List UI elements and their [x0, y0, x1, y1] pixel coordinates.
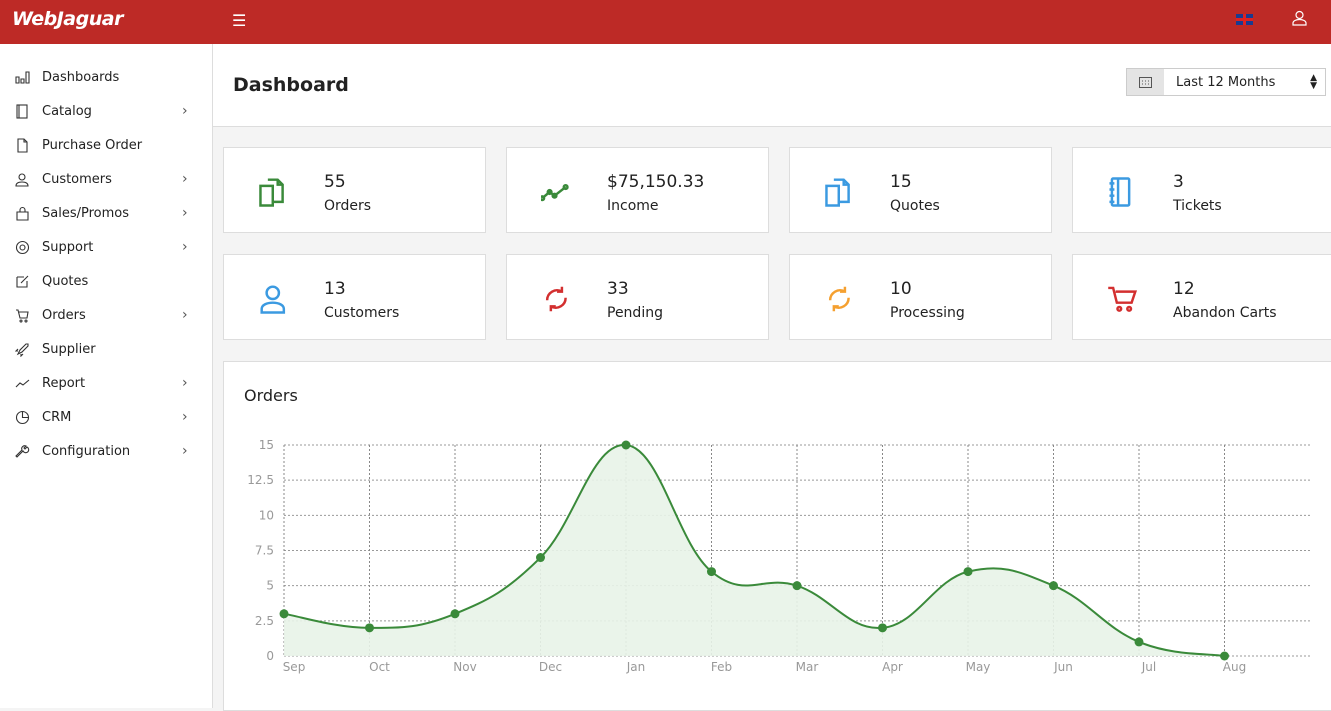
select-arrows-icon: ▲ ▼: [1310, 73, 1317, 91]
stat-card-abandon-carts[interactable]: 12 Abandon Carts: [1072, 254, 1331, 340]
orders-chart-panel: Orders: [223, 361, 1331, 711]
chevron-right-icon: ›: [182, 205, 188, 221]
bag-icon: [16, 206, 29, 221]
sidebar-item-sales-promos[interactable]: Sales/Promos ›: [0, 196, 212, 230]
abandon-cart-icon: [1108, 286, 1138, 312]
title-bar: Dashboard Last 12 Months ▲ ▼: [213, 44, 1331, 127]
stat-card-orders[interactable]: 55 Orders: [223, 147, 486, 233]
sidebar-item-label: Catalog: [42, 103, 92, 119]
uk-flag-icon[interactable]: [1236, 14, 1253, 25]
pie-icon: [15, 410, 30, 424]
stat-value: $75,150.33: [607, 172, 705, 192]
stat-card-income[interactable]: $75,150.33 Income: [506, 147, 769, 233]
trend-icon: [541, 184, 569, 202]
stat-value: 12: [1173, 279, 1195, 299]
chart-title: Orders: [244, 386, 298, 405]
sidebar-item-catalog[interactable]: Catalog ›: [0, 94, 212, 128]
notebook-icon: [1109, 177, 1131, 207]
sidebar-item-label: Support: [42, 239, 94, 255]
sidebar-item-customers[interactable]: Customers ›: [0, 162, 212, 196]
stat-value: 55: [324, 172, 346, 192]
user-icon[interactable]: [1292, 10, 1307, 30]
sidebar-item-crm[interactable]: CRM ›: [0, 400, 212, 434]
line-chart-icon: [15, 379, 30, 387]
sidebar-item-orders[interactable]: Orders ›: [0, 298, 212, 332]
sidebar-item-label: Customers: [42, 171, 112, 187]
stat-label: Pending: [607, 305, 663, 321]
date-range-select[interactable]: Last 12 Months ▲ ▼: [1126, 68, 1326, 96]
chevron-right-icon: ›: [182, 171, 188, 187]
sidebar-item-label: Dashboards: [42, 69, 120, 85]
sidebar-item-purchase-order[interactable]: Purchase Order: [0, 128, 212, 162]
stat-label: Tickets: [1173, 198, 1222, 214]
sidebar-item-support[interactable]: Support ›: [0, 230, 212, 264]
page-title: Dashboard: [233, 74, 349, 96]
book-icon: [16, 103, 28, 119]
chevron-right-icon: ›: [182, 375, 188, 391]
chevron-right-icon: ›: [182, 307, 188, 323]
stat-label: Processing: [890, 305, 965, 321]
sidebar-item-quotes[interactable]: Quotes: [0, 264, 212, 298]
stat-card-tickets[interactable]: 3 Tickets: [1072, 147, 1331, 233]
stat-label: Quotes: [890, 198, 940, 214]
sidebar-item-dashboards[interactable]: Dashboards: [0, 60, 212, 94]
chevron-right-icon: ›: [182, 239, 188, 255]
lifebuoy-icon: [15, 240, 30, 254]
sidebar-item-label: Quotes: [42, 273, 89, 289]
top-header: WebJaguar ☰: [0, 0, 1331, 44]
sidebar-item-label: Orders: [42, 307, 86, 323]
stat-value: 15: [890, 172, 912, 192]
stat-card-pending[interactable]: 33 Pending: [506, 254, 769, 340]
processing-refresh-icon: [828, 286, 850, 312]
sidebar-item-configuration[interactable]: Configuration ›: [0, 434, 212, 468]
stat-card-processing[interactable]: 10 Processing: [789, 254, 1052, 340]
sidebar-item-label: Supplier: [42, 341, 96, 357]
stat-value: 33: [607, 279, 629, 299]
chevron-right-icon: ›: [182, 409, 188, 425]
sidebar-item-label: CRM: [42, 409, 72, 425]
bar-chart-icon: [15, 70, 30, 84]
users-icon: [15, 172, 29, 187]
stat-value: 3: [1173, 172, 1184, 192]
stat-label: Income: [607, 198, 659, 214]
edit-icon: [16, 275, 29, 288]
orders-doc-icon: [259, 178, 284, 207]
file-icon: [17, 137, 28, 153]
stat-label: Customers: [324, 305, 400, 321]
stat-card-customers[interactable]: 13 Customers: [223, 254, 486, 340]
sidebar: Dashboards Catalog › Purchase Order Customer…: [0, 44, 213, 708]
stat-value: 10: [890, 279, 912, 299]
logo[interactable]: WebJaguar: [12, 8, 123, 30]
cart-icon: [16, 308, 29, 323]
customer-icon: [260, 285, 286, 314]
chevron-right-icon: ›: [182, 103, 188, 119]
sidebar-item-report[interactable]: Report ›: [0, 366, 212, 400]
stat-card-quotes[interactable]: 15 Quotes: [789, 147, 1052, 233]
sidebar-item-label: Report: [42, 375, 86, 391]
pending-refresh-icon: [545, 286, 567, 312]
sidebar-item-label: Purchase Order: [42, 137, 143, 153]
hamburger-icon[interactable]: ☰: [232, 11, 247, 30]
wrench-icon: [15, 444, 30, 458]
stat-label: Orders: [324, 198, 372, 214]
rocket-icon: [15, 342, 29, 357]
sidebar-item-label: Configuration: [42, 443, 131, 459]
sidebar-item-supplier[interactable]: Supplier: [0, 332, 212, 366]
calendar-icon[interactable]: [1127, 69, 1164, 95]
stat-label: Abandon Carts: [1173, 305, 1277, 321]
date-range-value: Last 12 Months: [1176, 75, 1276, 90]
chevron-right-icon: ›: [182, 443, 188, 459]
sidebar-item-label: Sales/Promos: [42, 205, 129, 221]
quotes-doc-icon: [825, 178, 850, 207]
stat-value: 13: [324, 279, 346, 299]
